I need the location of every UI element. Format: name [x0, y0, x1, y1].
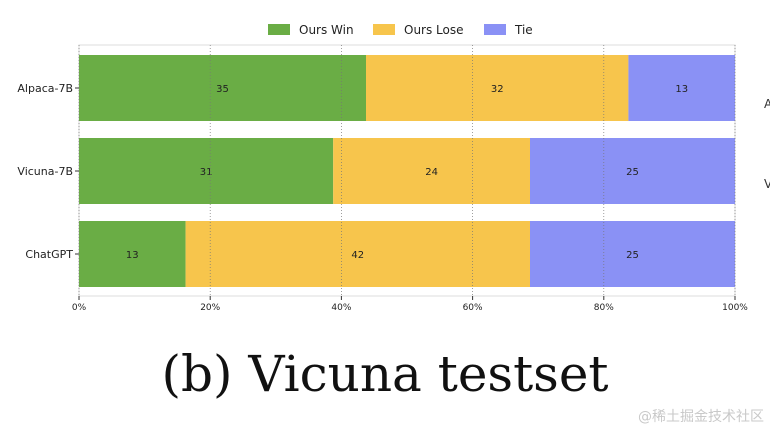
data-label-alpaca-7b-ours-lose: 32 — [491, 84, 504, 95]
data-label-vicuna-7b-ours-lose: 24 — [425, 167, 438, 178]
stacked-bar-chart: 35 32 13 Alpaca-7B 31 24 25 Vicuna-7B 13 42 25 Chat… — [17, 23, 748, 313]
data-label-vicuna-7b-tie: 25 — [626, 167, 639, 178]
legend-swatch-tie — [484, 24, 506, 35]
x-tick-label: 80% — [594, 303, 614, 313]
edge-mark-top: A — [764, 97, 770, 111]
data-label-chatgpt-ours-win: 13 — [126, 250, 139, 261]
bar-alpaca-7b-ours-lose — [366, 55, 629, 121]
legend-swatch-ours-lose — [373, 24, 395, 35]
data-label-alpaca-7b-ours-win: 35 — [216, 84, 229, 95]
x-tick-label: 20% — [200, 303, 220, 313]
edge-mark-middle: V — [764, 177, 770, 191]
legend-label-ours-lose: Ours Lose — [404, 23, 464, 37]
bar-chatgpt-tie — [530, 221, 735, 287]
x-tick-label: 40% — [331, 303, 351, 313]
bar-vicuna-7b-tie — [530, 138, 735, 204]
legend-label-tie: Tie — [514, 23, 533, 37]
y-tick-label: Alpaca-7B — [17, 82, 73, 95]
x-tick-label: 60% — [463, 303, 483, 313]
x-tick-label: 100% — [722, 303, 748, 313]
x-tick-label: 0% — [72, 303, 87, 313]
bar-vicuna-7b-ours-lose — [333, 138, 530, 204]
y-tick-label: Vicuna-7B — [17, 165, 73, 178]
y-tick-label: ChatGPT — [25, 248, 73, 261]
watermark: @稀土掘金技术社区 — [638, 409, 764, 425]
bar-chatgpt-ours-win — [79, 221, 186, 287]
bar-alpaca-7b-ours-win — [79, 55, 366, 121]
data-label-alpaca-7b-tie: 13 — [675, 84, 688, 95]
legend-label-ours-win: Ours Win — [299, 23, 354, 37]
bar-alpaca-7b-tie — [628, 55, 735, 121]
data-label-vicuna-7b-ours-win: 31 — [200, 167, 213, 178]
legend-swatch-ours-win — [268, 24, 290, 35]
data-label-chatgpt-tie: 25 — [626, 250, 639, 261]
chart-caption: (b) Vicuna testset — [161, 345, 609, 403]
bar-vicuna-7b-ours-win — [79, 138, 334, 204]
data-label-chatgpt-ours-lose: 42 — [351, 250, 364, 261]
